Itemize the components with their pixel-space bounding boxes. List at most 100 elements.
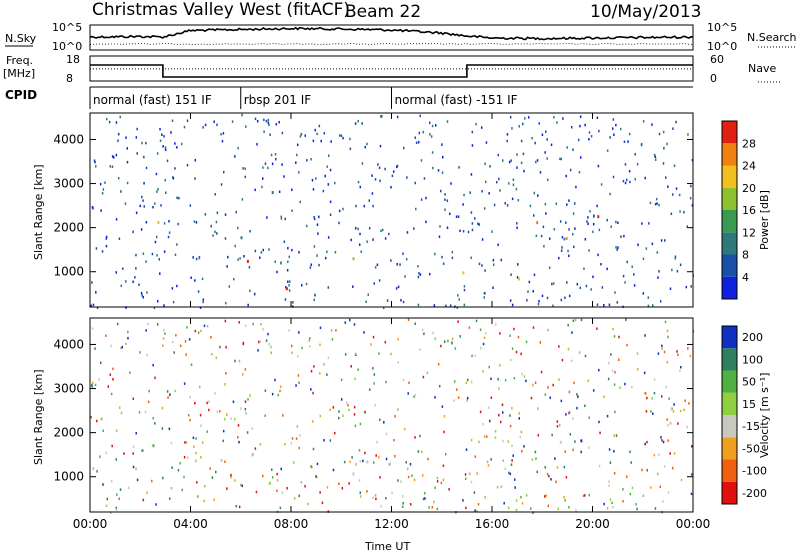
scatter-cell [592, 230, 594, 234]
scatter-cell [413, 395, 415, 398]
scatter-cell [657, 276, 659, 279]
scatter-cell [206, 430, 208, 433]
scatter-cell [173, 351, 175, 354]
scatter-cell [221, 139, 224, 143]
scatter-cell [428, 506, 430, 509]
scatter-cell [509, 472, 512, 476]
scatter-cell [487, 464, 490, 467]
scatter-cell [195, 437, 197, 440]
scatter-cell [378, 352, 380, 355]
scatter-cell [312, 420, 314, 423]
scatter-cell [626, 260, 628, 264]
station-title: Christmas Valley West (fitACF) [92, 0, 350, 20]
scatter-cell [564, 499, 566, 502]
scatter-cell [111, 444, 113, 448]
scatter-cell [316, 254, 318, 257]
scatter-cell [558, 256, 560, 260]
scatter-cell [578, 351, 581, 354]
scatter-cell [559, 157, 561, 161]
scatter-cell [434, 396, 436, 399]
scatter-cell [136, 127, 138, 131]
scatter-cell [380, 229, 382, 233]
scatter-cell [532, 290, 534, 293]
scatter-cell [483, 435, 486, 438]
scatter-cell [224, 383, 226, 386]
scatter-cell [664, 320, 667, 324]
scatter-cell [222, 429, 225, 433]
colorbar-frame [721, 120, 738, 300]
scatter-cell [115, 218, 118, 221]
scatter-cell [587, 216, 589, 219]
scatter-cell [394, 454, 396, 458]
scatter-cell [400, 480, 402, 483]
scatter-cell [279, 506, 282, 510]
scatter-cell [342, 414, 344, 417]
scatter-cell [492, 258, 495, 262]
scatter-cell [285, 286, 287, 289]
scatter-cell [615, 246, 617, 249]
scatter-cell [457, 320, 459, 323]
scatter-cell [468, 326, 471, 329]
scatter-cell [636, 162, 639, 166]
scatter-cell [669, 287, 672, 290]
scatter-cell [419, 273, 422, 276]
scatter-cell [313, 365, 315, 368]
scatter-cell [317, 232, 319, 235]
scatter-cell [267, 118, 270, 122]
scatter-cell [168, 220, 170, 223]
scatter-cell [537, 434, 540, 437]
scatter-cell [287, 260, 289, 264]
scatter-cell [559, 220, 562, 223]
scatter-cell [242, 342, 245, 346]
scatter-cell [160, 204, 162, 207]
scatter-cell [613, 133, 615, 136]
scatter-cell [354, 377, 356, 381]
scatter-cell [311, 178, 314, 182]
scatter-cell [105, 504, 108, 508]
scatter-cell [463, 285, 466, 288]
scatter-cell [163, 250, 166, 253]
scatter-cell [265, 119, 268, 123]
scatter-cell [596, 204, 598, 208]
scatter-cell [441, 143, 443, 146]
scatter-cell [374, 403, 376, 407]
scatter-cell [267, 332, 269, 336]
scatter-cell [100, 417, 103, 420]
scatter-cell [600, 263, 602, 266]
scatter-cell [664, 239, 666, 242]
colorbar-tick-label: -100 [742, 465, 767, 478]
scatter-cell [527, 116, 530, 119]
scatter-cell [293, 497, 296, 500]
scatter-cell [338, 209, 341, 213]
scatter-cell [597, 164, 600, 168]
scatter-cell [155, 503, 157, 506]
y-tick-label: 4000 [53, 132, 84, 146]
scatter-cell [391, 174, 394, 178]
scatter-cell [612, 506, 614, 509]
scatter-cell [405, 257, 408, 261]
scatter-cell [374, 178, 377, 181]
scatter-cell [127, 330, 129, 334]
scatter-cell [519, 435, 521, 439]
scatter-cell [134, 276, 136, 279]
scatter-cell [486, 460, 489, 464]
scatter-cell [456, 306, 459, 309]
scatter-cell [132, 230, 134, 234]
scatter-cell [382, 306, 385, 310]
scatter-cell [614, 371, 616, 374]
scatter-cell [415, 141, 418, 145]
scatter-cell [550, 478, 552, 481]
scatter-cell [141, 141, 143, 145]
scatter-cell [417, 303, 420, 307]
scatter-cell [338, 221, 340, 225]
scatter-cell [262, 248, 265, 252]
scatter-cell [192, 436, 195, 440]
scatter-cell [319, 491, 321, 494]
scatter-cell [265, 339, 268, 342]
scatter-cell [253, 292, 256, 296]
scatter-cell [504, 201, 506, 205]
scatter-cell [384, 340, 387, 344]
scatter-cell [263, 118, 265, 122]
scatter-cell [378, 418, 381, 422]
scatter-cell [500, 258, 503, 262]
